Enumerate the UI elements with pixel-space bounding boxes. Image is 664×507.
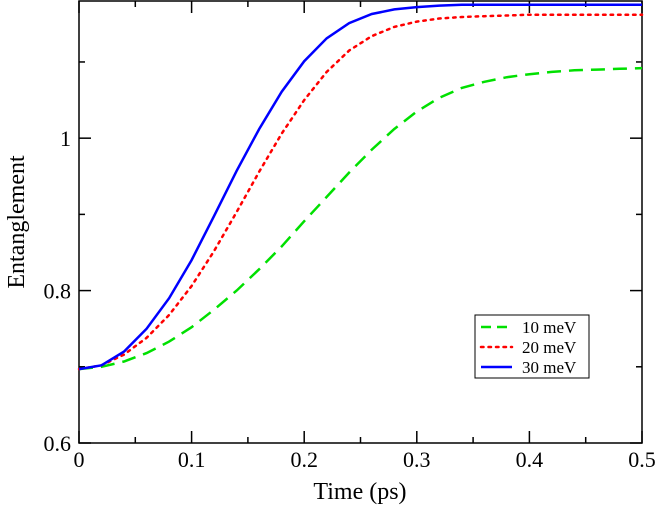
- x-tick-label: 0.2: [290, 447, 318, 472]
- series-lines: [77, 3, 644, 371]
- x-tick-label: 0.4: [516, 447, 544, 472]
- series-line-20-mev: [77, 13, 644, 371]
- series-line-10-mev: [78, 66, 643, 371]
- legend-label: 20 meV: [522, 338, 577, 357]
- y-axis-label: Entanglement: [4, 155, 30, 289]
- legend-label: 10 meV: [522, 318, 577, 337]
- x-tick-label: 0: [74, 447, 85, 472]
- x-tick-label: 0.5: [628, 447, 656, 472]
- y-tick-label: 0.6: [44, 431, 72, 456]
- x-tick-label: 0.3: [403, 447, 431, 472]
- y-tick-label: 0.8: [44, 279, 72, 304]
- legend-label: 30 meV: [522, 358, 577, 377]
- axis-ticks: 0 0.1 0.2 0.3 0.4 0.5 0.6 0.8 1: [44, 1, 656, 472]
- x-tick-label: 0.1: [178, 447, 206, 472]
- y-tick-label: 1: [60, 126, 71, 151]
- series-line-30-mev: [78, 3, 642, 371]
- x-axis-label: Time (ps): [313, 479, 406, 505]
